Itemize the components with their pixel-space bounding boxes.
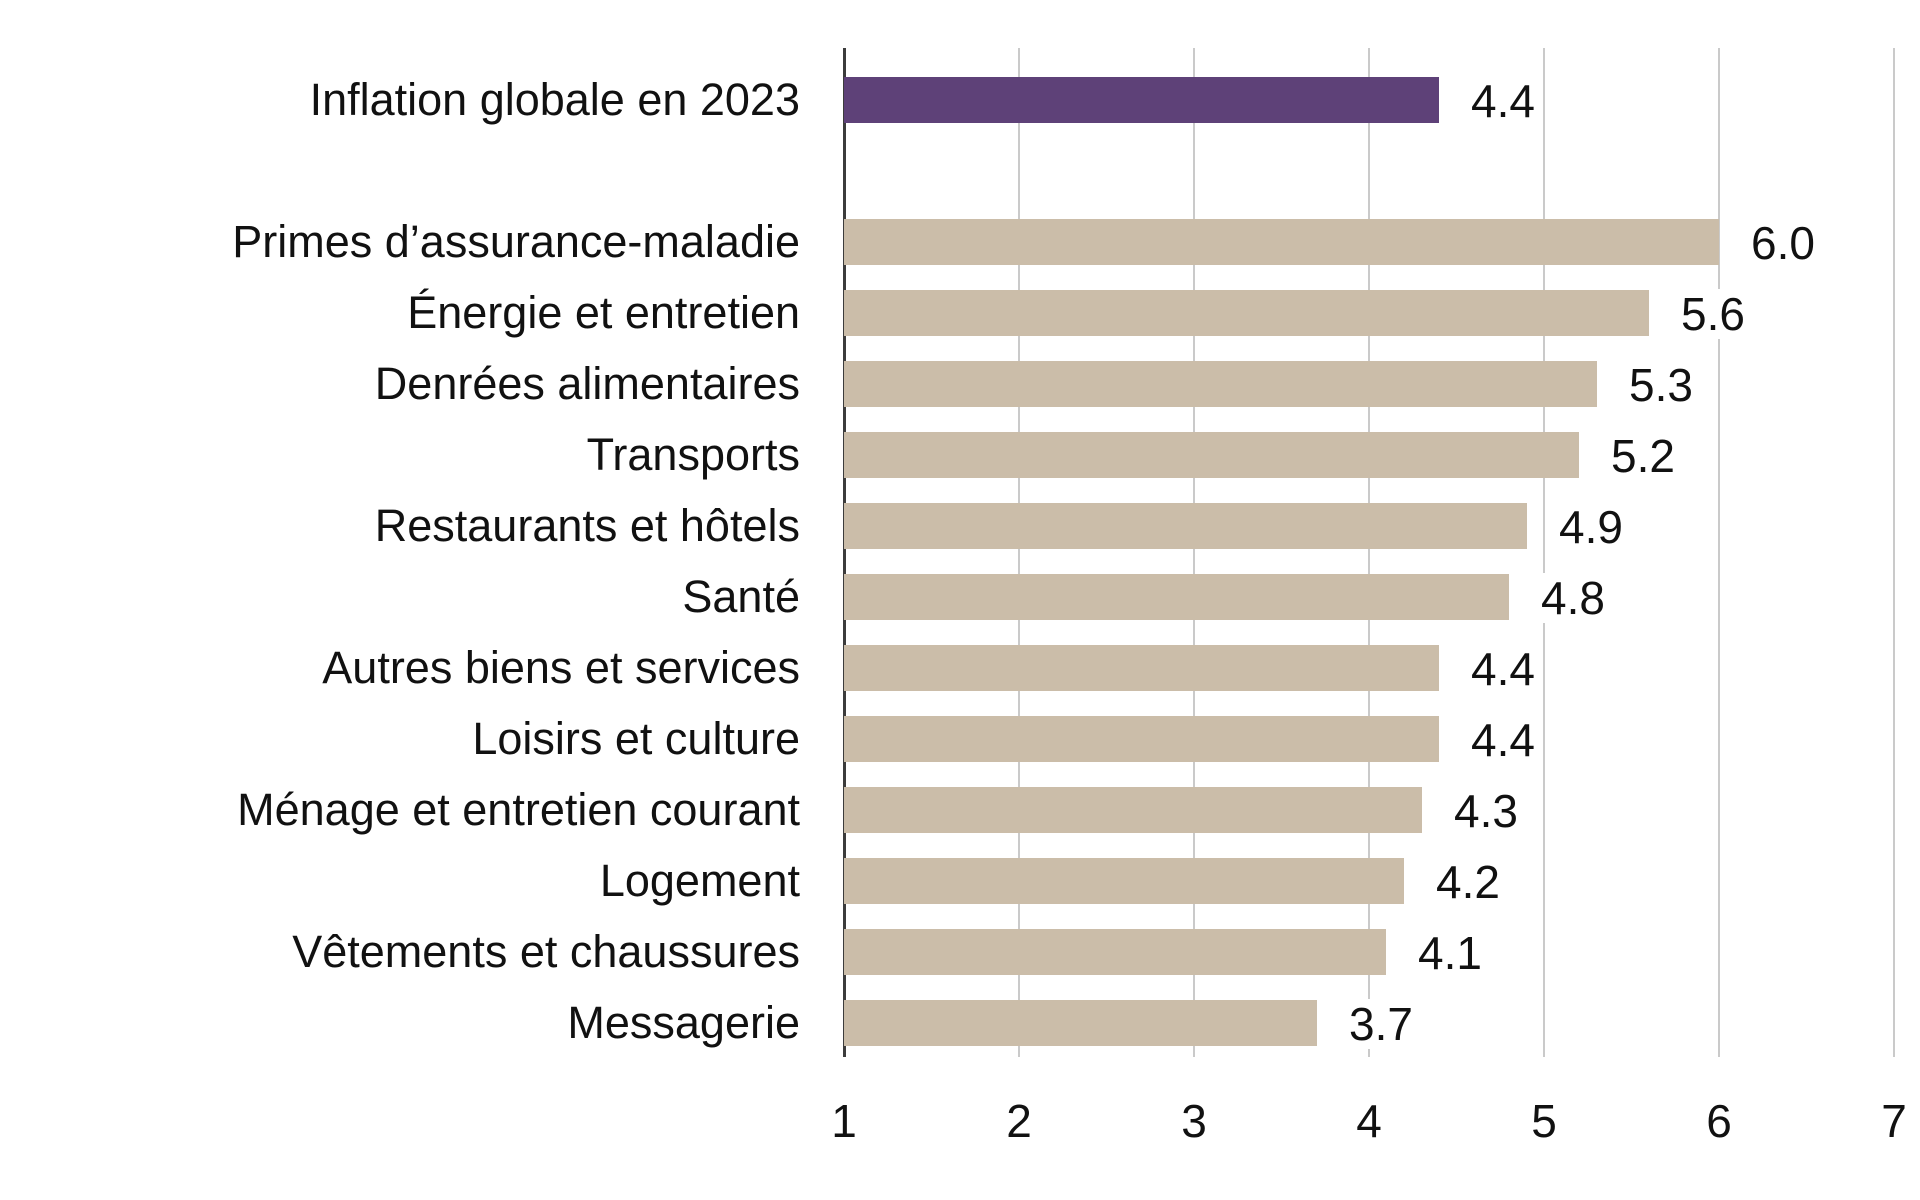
- category-label: Loisirs et culture: [472, 713, 800, 764]
- x-tick-label: 5: [1531, 1095, 1557, 1147]
- category-label: Logement: [599, 855, 800, 906]
- value-label: 4.3: [1448, 786, 1524, 836]
- value-label: 3.7: [1343, 999, 1419, 1049]
- value-label: 5.6: [1675, 289, 1751, 339]
- bar: [844, 858, 1404, 904]
- category-label: Messagerie: [567, 997, 800, 1048]
- value-label: 5.3: [1623, 360, 1699, 410]
- category-label: Énergie et entretien: [407, 287, 800, 338]
- gridline: [1718, 48, 1720, 1057]
- gridline: [1018, 48, 1020, 1057]
- bar: [844, 787, 1422, 833]
- bar: [844, 290, 1649, 336]
- gridline: [1893, 48, 1895, 1057]
- value-label: 4.9: [1553, 502, 1629, 552]
- bar: [844, 1000, 1317, 1046]
- value-label: 4.1: [1412, 928, 1488, 978]
- value-label: 4.2: [1430, 857, 1506, 907]
- bar: [844, 361, 1597, 407]
- gridline: [1193, 48, 1195, 1057]
- category-label: Restaurants et hôtels: [374, 500, 800, 551]
- bar: [844, 503, 1527, 549]
- value-label: 4.4: [1465, 644, 1541, 694]
- bar: [844, 574, 1509, 620]
- category-label: Primes d’assurance-maladie: [232, 216, 800, 267]
- gridline: [1368, 48, 1370, 1057]
- category-label: Denrées alimentaires: [374, 358, 800, 409]
- x-tick-label: 2: [1006, 1095, 1032, 1147]
- bar: [844, 929, 1386, 975]
- bar: [844, 645, 1439, 691]
- category-label: Autres biens et services: [322, 642, 800, 693]
- value-label: 4.4: [1465, 76, 1541, 126]
- category-label: Ménage et entretien courant: [237, 784, 800, 835]
- category-label: Transports: [586, 429, 800, 480]
- highlight-bar: [844, 77, 1439, 123]
- x-tick-label: 1: [831, 1095, 857, 1147]
- x-tick-label: 4: [1356, 1095, 1382, 1147]
- bar: [844, 219, 1719, 265]
- value-label: 4.4: [1465, 715, 1541, 765]
- x-tick-label: 3: [1181, 1095, 1207, 1147]
- axis-line: [842, 48, 846, 1057]
- gridline: [1543, 48, 1545, 1057]
- x-tick-label: 7: [1881, 1095, 1907, 1147]
- value-label: 4.8: [1535, 573, 1611, 623]
- category-label: Santé: [682, 571, 800, 622]
- bar: [844, 432, 1579, 478]
- bar: [844, 716, 1439, 762]
- category-label: Vêtements et chaussures: [292, 926, 800, 977]
- value-label: 6.0: [1745, 218, 1821, 268]
- category-label: Inflation globale en 2023: [309, 74, 800, 125]
- x-tick-label: 6: [1706, 1095, 1732, 1147]
- value-label: 5.2: [1605, 431, 1681, 481]
